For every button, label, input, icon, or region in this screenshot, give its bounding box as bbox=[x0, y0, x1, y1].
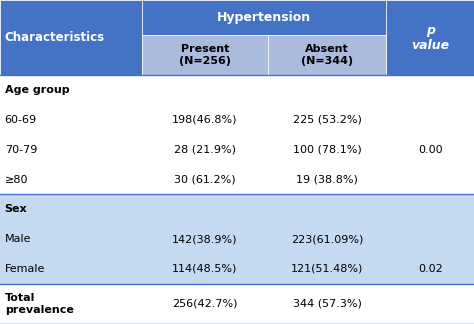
Text: 100 (78.1%): 100 (78.1%) bbox=[292, 145, 362, 155]
Bar bbox=[142, 224, 268, 254]
Bar bbox=[0, 135, 142, 165]
Text: 19 (38.8%): 19 (38.8%) bbox=[296, 175, 358, 184]
Text: ≥80: ≥80 bbox=[5, 175, 28, 184]
Bar bbox=[0, 194, 142, 224]
Bar bbox=[268, 135, 386, 165]
Text: Male: Male bbox=[5, 234, 31, 244]
Bar bbox=[0, 75, 142, 105]
Bar bbox=[0, 0, 142, 75]
Text: Absent
(N=344): Absent (N=344) bbox=[301, 44, 353, 66]
Text: 28 (21.9%): 28 (21.9%) bbox=[174, 145, 236, 155]
Bar bbox=[386, 165, 474, 194]
Bar bbox=[268, 254, 386, 284]
Bar bbox=[268, 224, 386, 254]
Text: Characteristics: Characteristics bbox=[5, 31, 105, 44]
Bar bbox=[142, 284, 268, 324]
Text: 256(42.7%): 256(42.7%) bbox=[172, 299, 238, 309]
Bar bbox=[0, 165, 142, 194]
Text: 0.02: 0.02 bbox=[418, 264, 443, 274]
Bar bbox=[386, 75, 474, 105]
Text: 121(51.48%): 121(51.48%) bbox=[291, 264, 363, 274]
Bar bbox=[386, 254, 474, 284]
Text: 0.00: 0.00 bbox=[418, 145, 442, 155]
Text: 142(38.9%): 142(38.9%) bbox=[172, 234, 238, 244]
Bar bbox=[268, 165, 386, 194]
Bar bbox=[386, 105, 474, 135]
Text: 198(46.8%): 198(46.8%) bbox=[172, 115, 238, 125]
Bar bbox=[386, 135, 474, 165]
Text: Total
prevalence: Total prevalence bbox=[5, 293, 73, 315]
Bar bbox=[386, 224, 474, 254]
Bar bbox=[268, 75, 386, 105]
Text: 344 (57.3%): 344 (57.3%) bbox=[292, 299, 362, 309]
Text: Female: Female bbox=[5, 264, 45, 274]
Bar bbox=[268, 35, 386, 75]
Text: Hypertension: Hypertension bbox=[217, 11, 311, 24]
Bar bbox=[268, 284, 386, 324]
Bar bbox=[386, 0, 474, 75]
Text: 30 (61.2%): 30 (61.2%) bbox=[174, 175, 236, 184]
Bar bbox=[142, 254, 268, 284]
Bar bbox=[142, 0, 386, 35]
Text: 223(61.09%): 223(61.09%) bbox=[291, 234, 363, 244]
Text: Present
(N=256): Present (N=256) bbox=[179, 44, 231, 66]
Text: p
value: p value bbox=[411, 24, 449, 52]
Bar bbox=[142, 105, 268, 135]
Bar bbox=[386, 284, 474, 324]
Text: 225 (53.2%): 225 (53.2%) bbox=[292, 115, 362, 125]
Bar bbox=[142, 75, 268, 105]
Text: 114(48.5%): 114(48.5%) bbox=[173, 264, 237, 274]
Bar bbox=[386, 194, 474, 224]
Text: 70-79: 70-79 bbox=[5, 145, 37, 155]
Bar bbox=[0, 105, 142, 135]
Bar bbox=[0, 224, 142, 254]
Bar bbox=[0, 254, 142, 284]
Bar bbox=[268, 194, 386, 224]
Bar bbox=[268, 105, 386, 135]
Bar bbox=[142, 165, 268, 194]
Text: Sex: Sex bbox=[5, 204, 27, 214]
Bar bbox=[142, 35, 268, 75]
Bar bbox=[142, 194, 268, 224]
Text: Age group: Age group bbox=[5, 85, 69, 95]
Text: 60-69: 60-69 bbox=[5, 115, 37, 125]
Bar bbox=[0, 284, 142, 324]
Bar bbox=[142, 135, 268, 165]
